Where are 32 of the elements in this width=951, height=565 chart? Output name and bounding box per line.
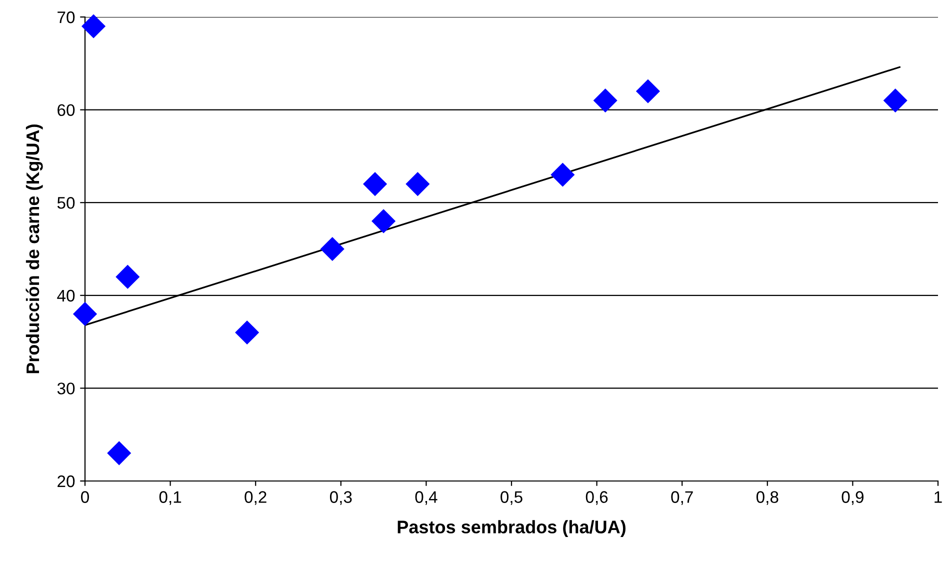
- point: [116, 264, 140, 289]
- x-tick-label: 0,3: [330, 491, 352, 505]
- y-tick-label: 50: [57, 197, 75, 209]
- x-tick-label: 0: [81, 491, 89, 503]
- point: [235, 320, 260, 345]
- x-tick-label: 1: [934, 491, 942, 503]
- y-tick-label: 20: [58, 475, 75, 488]
- point: [107, 441, 132, 466]
- point: [593, 88, 618, 113]
- y-tick-label: 60: [58, 104, 75, 116]
- x-tick-label: 0,9: [842, 491, 864, 505]
- x-tick-label: 0,2: [244, 491, 266, 505]
- point: [883, 88, 908, 113]
- point: [372, 209, 396, 234]
- x-tick-label: 0,6: [586, 491, 608, 505]
- y-axis-title: Producción de carne (Kg/UA): [26, 124, 43, 374]
- x-tick-label: 0,5: [500, 491, 522, 505]
- x-tick-label: 0,1: [159, 491, 182, 505]
- point: [82, 14, 106, 38]
- y-tick-label: 70: [58, 11, 75, 24]
- point: [636, 79, 660, 104]
- point: [72, 302, 98, 326]
- x-tick-label: 0,8: [756, 491, 778, 505]
- point: [550, 162, 575, 187]
- x-tick-label: 0,7: [671, 491, 693, 505]
- y-tick-label: 40: [57, 290, 75, 302]
- point: [362, 172, 388, 196]
- x-tick-label: 0,4: [415, 491, 438, 505]
- y-tick-label: 30: [57, 382, 75, 394]
- point: [320, 236, 344, 262]
- x-axis-title: Pastos sembrados (ha/UA): [398, 520, 626, 537]
- point: [406, 172, 430, 196]
